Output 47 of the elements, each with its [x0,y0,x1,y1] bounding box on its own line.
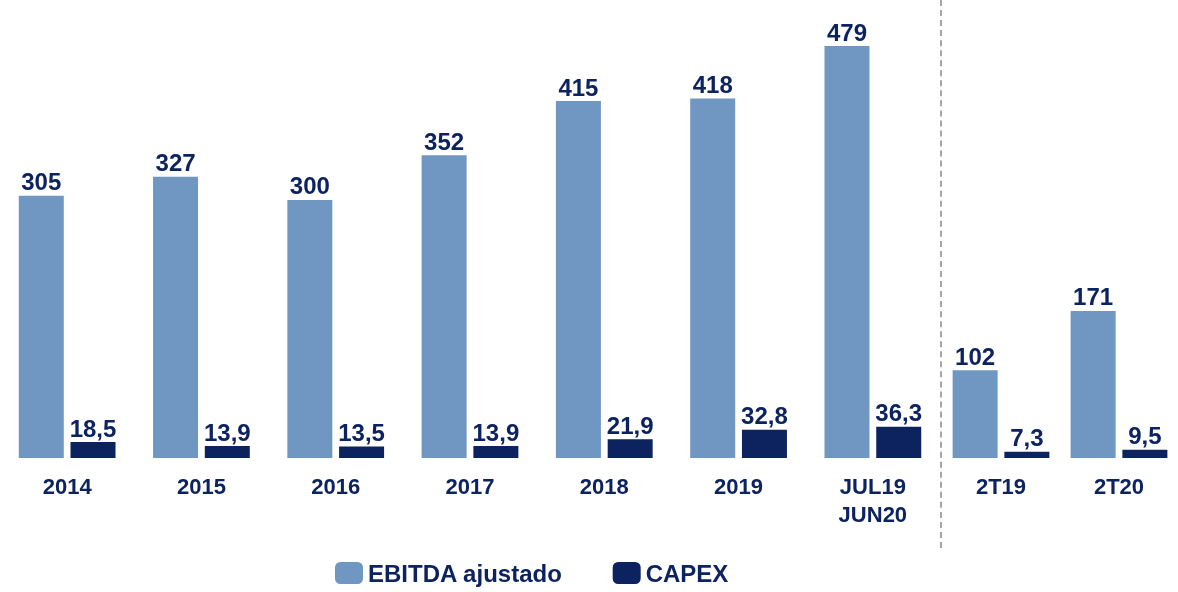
data-label: 102 [955,342,996,370]
x-tick-label: 2T20 [1093,473,1145,499]
data-label: 418 [692,70,733,98]
data-label: 32,8 [741,402,788,430]
data-label: 171 [1073,283,1114,311]
data-label: 13,9 [203,418,251,446]
x-tick-label: 2018 [579,473,629,499]
bar [153,176,199,458]
bar [1122,449,1168,458]
bar [741,429,787,458]
x-tick-label: 2019 [714,473,764,499]
data-label: 479 [826,18,868,46]
bar [876,426,922,458]
legend-label: CAPEX [645,559,729,587]
legend-label: EBITDA ajustado [368,559,562,587]
x-tick-label: 2017 [445,473,495,499]
data-label: 300 [289,172,330,200]
data-label: 415 [558,73,599,101]
data-label: 36,3 [875,399,923,427]
x-tick-label: 2016 [311,473,361,499]
bar [555,101,601,458]
bar [421,155,467,458]
x-tick-label: 2015 [176,473,226,499]
data-label: 13,5 [338,418,385,446]
bar [473,446,519,458]
bar [287,199,333,458]
data-label: 9,5 [1128,422,1162,450]
bar [1004,451,1050,458]
data-label: 305 [21,168,62,196]
bar [690,98,736,458]
bar [204,446,250,458]
x-tick-label: 2T19 [975,473,1027,499]
data-label: 13,9 [472,418,520,446]
bar [18,195,64,458]
data-label: 18,5 [69,414,117,442]
data-label: 352 [424,127,465,155]
bar [607,439,653,458]
bar [952,370,998,458]
x-tick-label: JUL19 JUN20 [838,473,908,527]
data-label: 21,9 [606,411,654,439]
x-tick-label: 2014 [42,473,93,499]
bar [339,446,385,458]
data-label: 327 [155,149,196,177]
bar [70,442,116,458]
bar [824,46,870,458]
bar [1070,310,1116,458]
data-label: 7,3 [1010,424,1044,452]
